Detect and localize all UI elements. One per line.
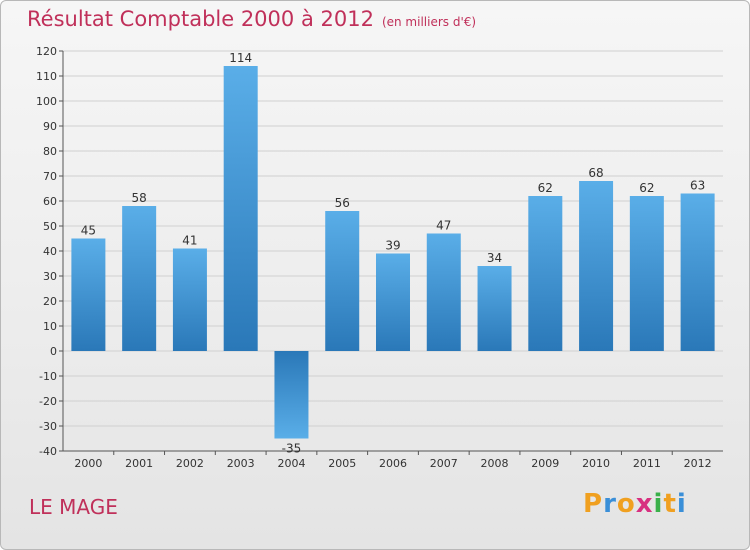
bar-value-label: 58 [132,191,147,205]
logo-letter: r [603,489,617,519]
label-layer: 45 58 41 114 -35 56 39 47 34 62 68 62 63 [81,51,706,456]
bar-chart: 1201101009080706050403020100-10-20-30-40… [36,45,723,470]
x-tick-label: 2007 [430,457,458,470]
x-tick-label: 2005 [328,457,356,470]
chart-subtitle: (en milliers d'€) [381,15,477,29]
bar-2008 [477,266,512,351]
x-tick-label: 2011 [633,457,661,470]
y-tick-label: 10 [43,320,57,333]
commune-name: LE MAGE [29,495,118,519]
proxiti-logo[interactable]: Proxiti [583,489,687,519]
y-tick-label: 50 [43,220,57,233]
y-tick-label: 120 [36,45,57,58]
x-tick-label: 2002 [176,457,204,470]
bar-value-label: 34 [487,251,502,265]
axis-layer: 1201101009080706050403020100-10-20-30-40… [36,45,723,470]
y-tick-label: -20 [39,395,57,408]
logo-letter: x [635,489,654,519]
x-tick-label: 2003 [227,457,255,470]
y-tick-label: -10 [39,370,57,383]
x-tick-label: 2001 [125,457,153,470]
bar-value-label: 39 [385,239,400,253]
bar-value-label: 114 [229,51,252,65]
x-tick-label: 2010 [582,457,610,470]
y-tick-label: 110 [36,70,57,83]
x-tick-label: 2000 [74,457,102,470]
y-tick-label: 30 [43,270,57,283]
x-tick-label: 2006 [379,457,407,470]
x-tick-label: 2012 [684,457,712,470]
bar-2009 [528,196,563,351]
bar-2007 [426,233,461,351]
bar-value-label: 45 [81,224,96,238]
bar-value-label: 68 [588,166,603,180]
bar-2001 [122,206,157,351]
logo-letter: i [676,489,687,519]
bar-2002 [172,248,207,351]
bar-value-label: -35 [282,442,302,456]
bar-2004 [274,351,309,439]
bar-value-label: 63 [690,179,705,193]
y-tick-label: 100 [36,95,57,108]
logo-letter: t [663,489,677,519]
bar-value-label: 62 [639,181,654,195]
bar-value-label: 62 [538,181,553,195]
bar-2003 [223,66,258,351]
bar-layer [71,66,715,439]
y-tick-label: 90 [43,120,57,133]
x-tick-label: 2004 [277,457,305,470]
chart-title-text: Résultat Comptable 2000 à 2012 [27,7,374,31]
y-tick-label: 60 [43,195,57,208]
bar-2012 [680,193,715,351]
bar-2011 [629,196,664,351]
x-tick-label: 2009 [531,457,559,470]
y-tick-label: 40 [43,245,57,258]
y-tick-label: 80 [43,145,57,158]
bar-value-label: 41 [182,234,197,248]
y-tick-label: 70 [43,170,57,183]
logo-letter: o [616,489,636,519]
y-tick-label: -40 [39,445,57,458]
x-tick-label: 2008 [481,457,509,470]
bar-2005 [325,211,360,351]
bar-value-label: 56 [335,196,350,210]
bar-2000 [71,238,106,351]
y-tick-label: 0 [50,345,57,358]
y-tick-label: -30 [39,420,57,433]
logo-letter: P [583,489,604,519]
logo-letter: i [653,489,664,519]
bar-2006 [376,253,410,351]
chart-title: Résultat Comptable 2000 à 2012 (en millie… [27,7,476,31]
bar-2010 [579,181,614,351]
bar-value-label: 47 [436,219,451,233]
y-tick-label: 20 [43,295,57,308]
